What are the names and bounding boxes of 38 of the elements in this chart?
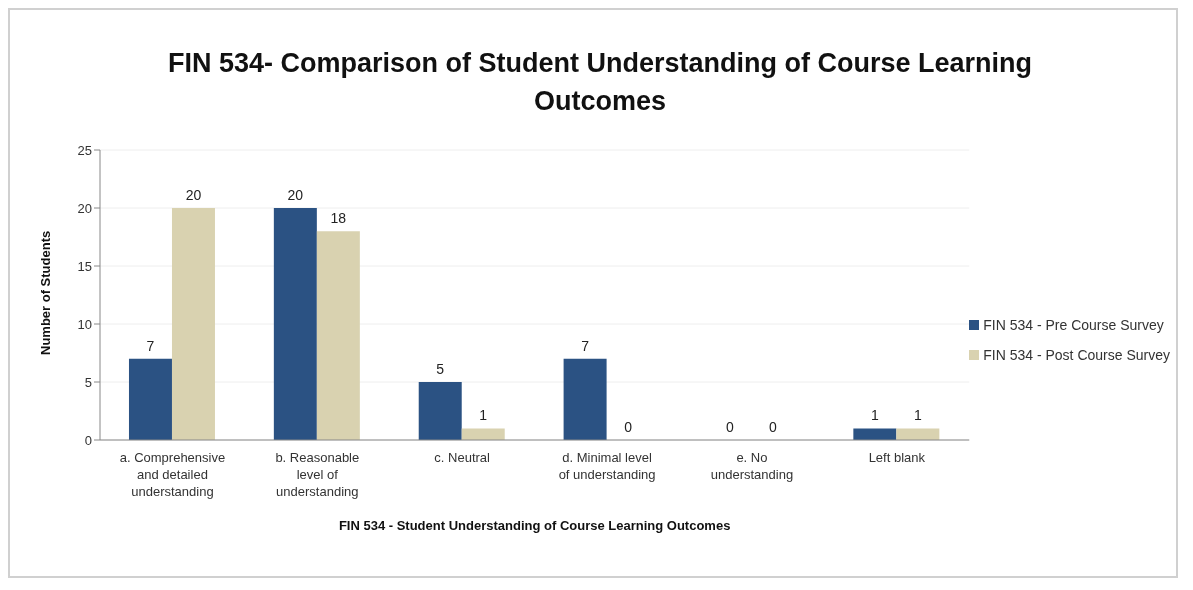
bar	[418, 382, 462, 440]
y-tick-label: 5	[84, 374, 92, 390]
y-tick-label: 15	[77, 258, 92, 274]
bar	[316, 231, 360, 440]
legend-label: FIN 534 - Pre Course Survey	[983, 316, 1164, 335]
x-tick-label: c. Neutral	[434, 450, 491, 465]
bar	[896, 428, 940, 440]
y-tick-label: 20	[77, 200, 92, 216]
x-tick-label: a. Comprehensive and detailed understanding	[119, 450, 226, 499]
x-tick-label: b. Reasonable level of understanding	[275, 450, 360, 499]
data-label: 20	[185, 187, 202, 203]
x-tick-label: Left blank	[868, 450, 926, 465]
y-tick-label: 25	[77, 142, 92, 158]
y-tick-label: 0	[84, 432, 92, 448]
data-label: 7	[581, 337, 590, 354]
data-label: 0	[769, 418, 778, 435]
x-tick-label: e. No understanding	[710, 450, 794, 482]
x-axis-title: FIN 534 - Student Understanding of Course Learning Outcomes	[338, 518, 731, 533]
data-label: 18	[330, 210, 347, 227]
bar	[171, 208, 215, 440]
data-label: 1	[479, 407, 488, 424]
data-label: 1	[913, 407, 922, 424]
data-label: 1	[870, 407, 879, 424]
data-label: 7	[146, 337, 155, 354]
x-tick-label: d. Minimal level of understanding	[558, 450, 656, 482]
bar	[853, 428, 897, 440]
bar	[128, 358, 172, 440]
legend-label: FIN 534 - Post Course Survey	[983, 346, 1170, 365]
y-axis-title: Number of Students	[37, 230, 53, 355]
data-label: 0	[726, 418, 735, 435]
y-tick-label: 10	[77, 316, 92, 332]
bar	[273, 208, 317, 440]
bar	[563, 358, 607, 440]
chart-title: FIN 534- Comparison of Student Understanding of Course Learning Outcomes	[166, 47, 1034, 118]
bar	[461, 428, 505, 440]
data-label: 20	[287, 187, 304, 203]
data-label: 0	[624, 418, 633, 435]
data-label: 5	[436, 361, 445, 377]
